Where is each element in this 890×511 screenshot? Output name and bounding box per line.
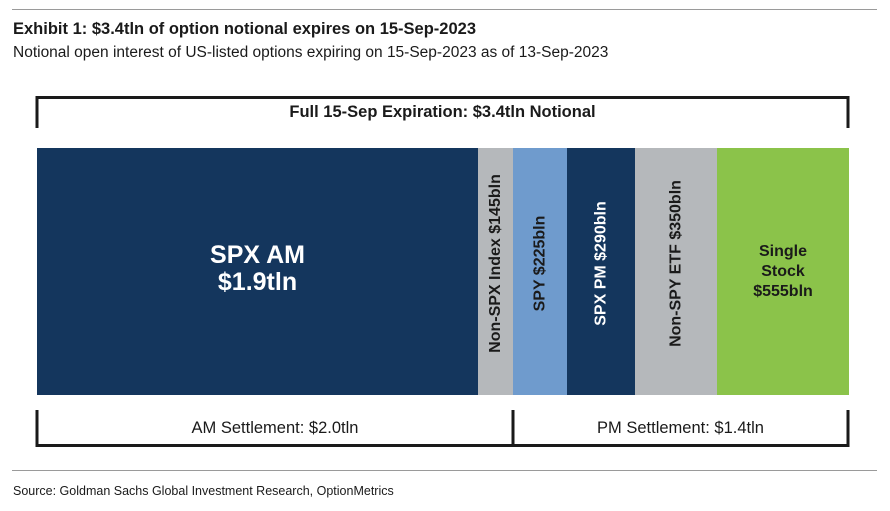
bar-label-1: Non-SPX Index $145bln bbox=[487, 174, 504, 353]
top-bracket-label: Full 15-Sep Expiration: $3.4tln Notional bbox=[289, 103, 595, 121]
bar-segment-3 bbox=[567, 148, 635, 395]
bar-label-4: Non-SPY ETF $350bln bbox=[668, 180, 685, 347]
bar-segment-0 bbox=[37, 148, 478, 395]
bottom-brackets: AM Settlement: $2.0tln PM Settlement: $1.… bbox=[35, 410, 850, 447]
bar-label-3: SPX PM $290bln bbox=[593, 201, 610, 326]
bar-segment-2 bbox=[513, 148, 567, 395]
bottom-rule bbox=[12, 470, 877, 471]
source-note: Source: Goldman Sachs Global Investment … bbox=[13, 484, 394, 498]
bar-label-2: SPY $225bln bbox=[532, 216, 549, 312]
bar-label-0-line-1: $1.9tln bbox=[218, 268, 297, 296]
bar-label-5-line-2: $555bln bbox=[753, 283, 813, 300]
chart-subtitle: Notional open interest of US-listed opti… bbox=[13, 44, 609, 61]
bar-segment-1 bbox=[478, 148, 513, 395]
bottom-bracket-label-1: PM Settlement: $1.4tln bbox=[597, 419, 764, 437]
bar-segment-4 bbox=[635, 148, 717, 395]
top-bracket-line bbox=[35, 96, 850, 128]
bar-label-5-line-0: Single bbox=[759, 243, 807, 260]
top-bracket: Full 15-Sep Expiration: $3.4tln Notional bbox=[35, 96, 850, 128]
bottom-bracket-label-0: AM Settlement: $2.0tln bbox=[192, 419, 359, 437]
bar-segment-5 bbox=[717, 148, 849, 395]
bar-segments: SPX AM$1.9tln Non-SPX Index $145bln SPY $2… bbox=[37, 148, 849, 395]
top-rule bbox=[12, 9, 877, 10]
bar-label-0-line-0: SPX AM bbox=[210, 241, 305, 269]
chart-title: Exhibit 1: $3.4tln of option notional ex… bbox=[13, 20, 476, 38]
bar-label-5-line-1: Stock bbox=[761, 263, 805, 280]
bottom-bracket-line-1 bbox=[511, 410, 850, 447]
